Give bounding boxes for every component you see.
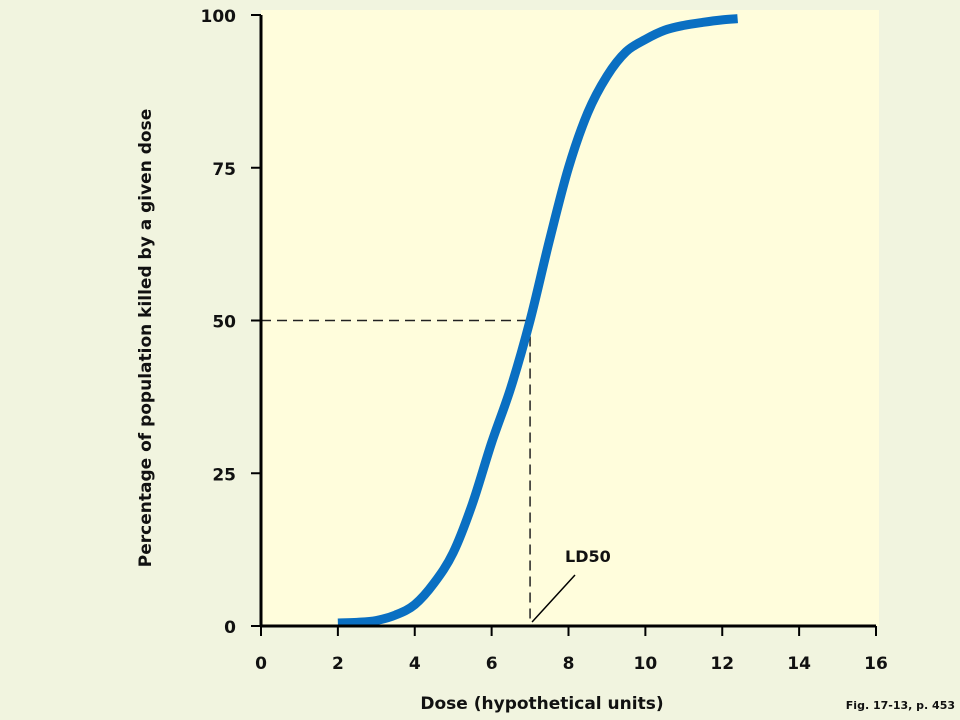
x-tick-label-6: 6 [486,654,498,674]
annotation-label-0: LD50 [565,547,611,566]
x-tick-label-2: 2 [332,654,344,674]
ld50-reference-lines [261,319,531,626]
x-tick-label-0: 0 [255,654,267,674]
annotation-leader-0 [531,574,576,623]
x-tick-label-14: 14 [787,654,811,674]
y-tick-label-25: 25 [212,465,236,485]
x-tick-label-12: 12 [710,654,734,674]
x-tick-label-8: 8 [563,654,575,674]
annotation-layer: LD50 [531,547,611,623]
figure-caption: Fig. 17-13, p. 453 [846,699,955,712]
ticks-layer: 0 2 4 6 8 10 12 14 16 0 25 50 75 100 [201,7,888,674]
y-tick-label-50: 50 [212,313,236,333]
y-tick-label-0: 0 [224,618,236,638]
y-axis-title: Percentage of population killed by a giv… [136,109,156,567]
y-tick-label-75: 75 [212,160,236,180]
series-layer [337,14,738,628]
series-line-0 [337,14,738,628]
x-tick-label-4: 4 [409,654,421,674]
y-tick-label-100: 100 [201,7,237,27]
plot-background [261,10,879,626]
x-tick-label-10: 10 [634,654,658,674]
x-tick-label-16: 16 [864,654,888,674]
x-axis-title: Dose (hypothetical units) [420,694,663,714]
